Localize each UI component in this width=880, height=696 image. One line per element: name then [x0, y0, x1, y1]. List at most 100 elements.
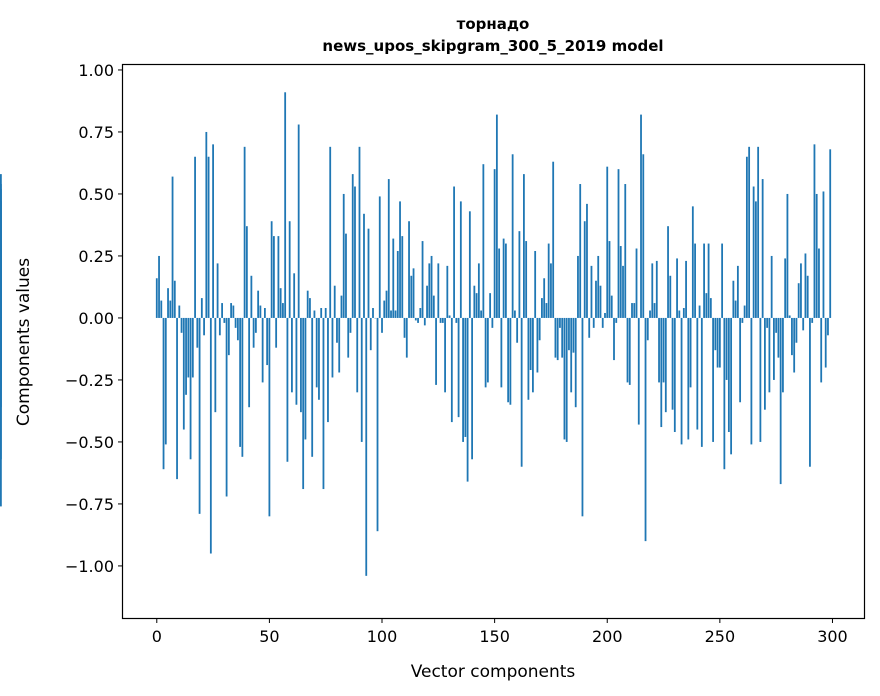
bar-142 — [475, 293, 478, 318]
y-tick-label: 0.75 — [78, 123, 114, 142]
bar-21 — [203, 317, 205, 336]
bar-266 — [754, 201, 757, 318]
bar-48 — [263, 308, 266, 318]
bar-117 — [419, 308, 422, 318]
bar-218 — [646, 317, 649, 341]
bar-99 — [378, 196, 381, 318]
bar-164 — [525, 241, 528, 318]
bar-229 — [671, 317, 674, 410]
bar-277 — [779, 317, 782, 485]
bar-233 — [680, 317, 683, 445]
bar-32 — [227, 317, 230, 356]
bar-190 — [583, 221, 586, 318]
bar-239 — [694, 243, 696, 318]
bar-297 — [824, 317, 827, 368]
bar-292 — [813, 144, 816, 318]
bar-22 — [205, 131, 208, 318]
bar-44 — [254, 317, 257, 333]
bar-235 — [685, 260, 687, 318]
bar-12 — [182, 317, 185, 430]
bar-38 — [241, 317, 244, 457]
bar-24 — [209, 317, 212, 554]
bar-123 — [432, 295, 435, 318]
bar-172 — [543, 278, 546, 318]
bar-78 — [331, 317, 334, 378]
bar-151 — [495, 114, 498, 318]
bar-86 — [349, 317, 352, 333]
bar-143 — [477, 263, 480, 318]
bar-47 — [261, 317, 264, 383]
bar-217 — [644, 317, 647, 542]
x-tick-label: 150 — [479, 627, 510, 646]
bar-134 — [457, 317, 460, 418]
bar-267 — [757, 146, 760, 318]
bar-259 — [739, 317, 742, 403]
bar-31 — [225, 317, 228, 497]
bar-244 — [705, 293, 708, 318]
bar-159 — [514, 310, 516, 318]
bar-291 — [811, 317, 814, 323]
bar-115 — [414, 317, 417, 321]
bar-80 — [336, 317, 338, 343]
bar-139 — [468, 211, 471, 318]
bar-69 — [311, 317, 314, 457]
bar-222 — [655, 260, 658, 318]
bar-294 — [818, 248, 820, 318]
bar-246 — [709, 298, 712, 318]
bar-236 — [687, 317, 690, 440]
bar-106 — [394, 310, 397, 318]
bar-29 — [221, 303, 223, 318]
bar-285 — [797, 283, 800, 318]
bar-100 — [381, 317, 383, 333]
bar-214 — [637, 317, 640, 425]
bar-231 — [676, 258, 678, 318]
bar-46 — [259, 305, 262, 318]
y-axis-label: Components values — [14, 258, 34, 426]
bar-13 — [185, 317, 187, 395]
bar-193 — [590, 265, 593, 318]
bar-98 — [376, 317, 379, 532]
bar-225 — [662, 317, 665, 383]
bar-87 — [351, 174, 354, 318]
bar-4 — [164, 317, 167, 445]
bar-144 — [480, 310, 483, 318]
bar-252 — [723, 317, 726, 470]
bar-191 — [586, 203, 588, 318]
bar-49 — [266, 317, 269, 366]
bar-114 — [412, 268, 415, 318]
bar-145 — [482, 164, 485, 318]
bar-146 — [484, 317, 487, 388]
bar-72 — [318, 317, 320, 400]
bar-269 — [761, 179, 764, 318]
bar-253 — [725, 317, 728, 380]
bar-232 — [678, 310, 681, 318]
bar-156 — [507, 317, 510, 403]
bar-109 — [401, 236, 404, 318]
bar-60 — [291, 317, 293, 393]
bar-90 — [358, 146, 361, 318]
bar-103 — [387, 179, 390, 318]
bar-120 — [426, 285, 428, 318]
bar-64 — [300, 317, 302, 413]
bar-157 — [509, 317, 512, 405]
bar-275 — [775, 317, 778, 333]
y-axis-ticks: 1.00 0.75 0.50 0.25 0.00 −0.25 −0.50 −0.75 −1.00 — [65, 61, 123, 576]
bar-298 — [827, 317, 829, 336]
y-tick-label: 0.25 — [78, 247, 114, 266]
bar-258 — [736, 265, 739, 318]
bar-216 — [642, 154, 645, 318]
bar-207 — [622, 265, 624, 318]
bar-178 — [556, 317, 559, 361]
bar-271 — [766, 317, 769, 328]
bar-167 — [532, 317, 534, 393]
bar-71 — [315, 317, 318, 388]
bar-160 — [516, 317, 519, 343]
bar-84 — [345, 233, 347, 318]
bar-11 — [180, 317, 183, 333]
bar-undefined — [0, 250, 2, 318]
bar-223 — [658, 317, 660, 383]
bar-85 — [347, 317, 350, 358]
bar-181 — [563, 317, 566, 440]
